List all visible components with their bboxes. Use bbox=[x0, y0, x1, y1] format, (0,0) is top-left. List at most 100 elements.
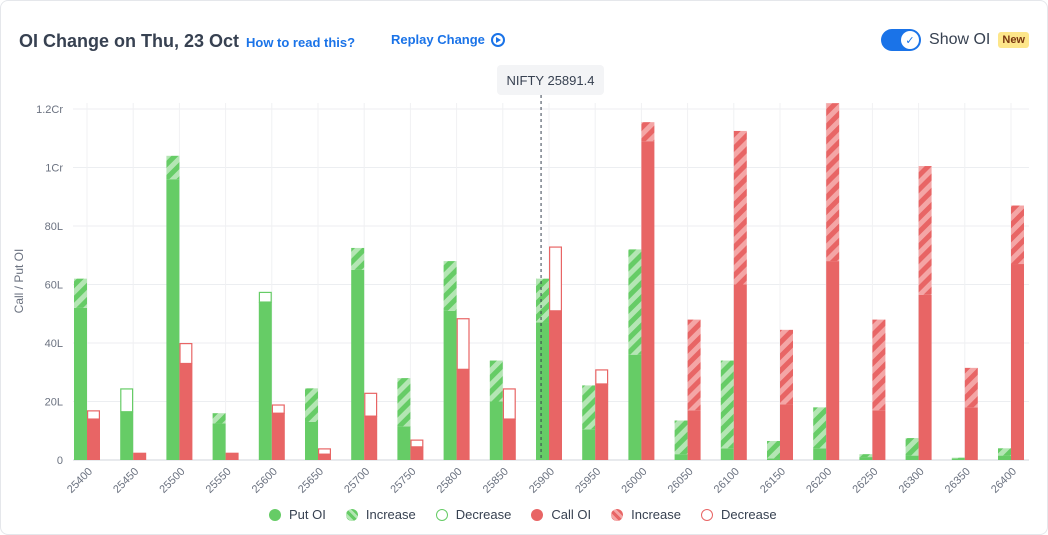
put-oi-bar bbox=[258, 302, 272, 460]
put-oi-bar bbox=[351, 269, 365, 460]
spot-price-label: NIFTY 25891.4 bbox=[497, 65, 604, 95]
legend-label: Decrease bbox=[455, 507, 512, 522]
put-oi-bar bbox=[212, 423, 226, 460]
x-tick-label: 25800 bbox=[435, 466, 465, 496]
put-oi-bar bbox=[397, 426, 411, 460]
legend-put-decrease[interactable]: Decrease bbox=[435, 507, 512, 522]
legend-call-increase-swatch bbox=[611, 508, 624, 521]
call-oi-bar bbox=[225, 452, 239, 460]
call-oi-bar bbox=[271, 413, 285, 460]
x-tick-label: 25400 bbox=[65, 466, 95, 496]
call-decrease-bar bbox=[271, 404, 285, 414]
play-circle-icon bbox=[490, 32, 505, 47]
legend-call-increase[interactable]: Increase bbox=[611, 507, 681, 522]
y-tick-label: 60L bbox=[45, 280, 63, 292]
call-oi-bar bbox=[872, 410, 886, 460]
put-oi-bar bbox=[489, 401, 503, 460]
put-increase-bar bbox=[443, 261, 457, 311]
put-oi-bar bbox=[166, 179, 180, 460]
call-oi-bar bbox=[549, 310, 562, 460]
x-tick-label: 26300 bbox=[897, 466, 927, 496]
put-increase-bar bbox=[813, 407, 827, 449]
legend-call-decrease[interactable]: Decrease bbox=[700, 507, 777, 522]
legend-put-increase[interactable]: Increase bbox=[345, 507, 416, 522]
call-oi-bar bbox=[1011, 264, 1024, 460]
put-oi-bar bbox=[582, 429, 596, 460]
x-tick-label: 25550 bbox=[204, 466, 234, 496]
page-title: OI Change on Thu, 23 Oct bbox=[19, 31, 240, 51]
put-oi-bar bbox=[674, 454, 688, 460]
call-oi-bar bbox=[687, 410, 701, 460]
put-increase-bar bbox=[998, 448, 1011, 456]
put-increase-bar bbox=[582, 385, 596, 430]
call-decrease-bar bbox=[502, 388, 516, 420]
put-increase-bar bbox=[905, 438, 919, 456]
x-tick-label: 25500 bbox=[157, 466, 187, 496]
call-increase-bar bbox=[687, 319, 701, 411]
x-tick-label: 25750 bbox=[388, 466, 418, 496]
x-tick-label: 26200 bbox=[804, 466, 834, 496]
call-oi-bar bbox=[826, 261, 840, 460]
new-badge: New bbox=[998, 32, 1029, 48]
y-tick-label: 0 bbox=[57, 455, 63, 467]
how-to-read-link[interactable]: How to read this? bbox=[246, 35, 356, 50]
check-icon: ✓ bbox=[901, 31, 920, 49]
replay-change-button[interactable]: Replay Change bbox=[391, 32, 505, 47]
call-decrease-bar bbox=[410, 439, 424, 448]
put-oi-bar bbox=[951, 458, 965, 460]
put-increase-bar bbox=[351, 247, 365, 270]
legend-put-increase-swatch bbox=[345, 508, 358, 521]
x-tick-label: 26250 bbox=[850, 466, 880, 496]
call-decrease-bar bbox=[179, 343, 193, 365]
put-oi-bar bbox=[859, 457, 873, 460]
legend-put-oi[interactable]: Put OI bbox=[269, 507, 326, 522]
call-oi-bar bbox=[733, 284, 747, 460]
x-tick-label: 25650 bbox=[296, 466, 326, 496]
x-tick-label: 25950 bbox=[573, 466, 603, 496]
call-oi-bar bbox=[780, 404, 793, 460]
put-increase-bar bbox=[166, 155, 180, 180]
call-decrease-bar bbox=[456, 318, 470, 370]
call-oi-bar bbox=[410, 446, 424, 460]
legend-label: Decrease bbox=[720, 507, 777, 522]
call-oi-bar bbox=[364, 416, 378, 460]
legend-call-oi[interactable]: Call OI bbox=[531, 507, 591, 522]
call-increase-bar bbox=[641, 122, 655, 142]
put-decrease-bar bbox=[120, 388, 134, 413]
x-tick-label: 25900 bbox=[527, 466, 557, 496]
call-oi-bar bbox=[918, 294, 932, 460]
legend-put-decrease-swatch bbox=[435, 508, 448, 521]
chart-legend: Put OI Increase Decrease Call OI Increas… bbox=[269, 507, 797, 522]
put-increase-bar bbox=[674, 420, 688, 455]
call-increase-bar bbox=[918, 166, 932, 295]
call-oi-bar bbox=[456, 369, 470, 460]
put-oi-bar bbox=[998, 455, 1011, 460]
x-tick-label: 26400 bbox=[989, 466, 1019, 496]
call-increase-bar bbox=[780, 329, 793, 405]
y-tick-label: 1Cr bbox=[45, 163, 63, 175]
call-decrease-bar bbox=[364, 392, 378, 417]
put-oi-bar bbox=[767, 458, 780, 460]
put-oi-bar bbox=[74, 307, 87, 460]
call-decrease-bar bbox=[595, 369, 609, 385]
y-tick-label: 20L bbox=[45, 397, 63, 409]
oi-bar-chart: Call / Put OI 0 20L 40L 60L 80L 1Cr 1.2Cr 25400… bbox=[12, 95, 1029, 496]
x-tick-label: 25700 bbox=[342, 466, 372, 496]
card-header: OI Change on Thu, 23 Oct How to read thi… bbox=[19, 29, 1029, 57]
show-oi-toggle[interactable]: ✓ bbox=[881, 29, 922, 51]
x-tick-label: 26000 bbox=[619, 466, 649, 496]
call-increase-bar bbox=[964, 367, 978, 408]
replay-label: Replay Change bbox=[391, 32, 485, 47]
x-tick-label: 25600 bbox=[250, 466, 280, 496]
put-increase-bar bbox=[720, 360, 734, 449]
call-decrease-bar bbox=[86, 410, 100, 420]
call-oi-bar bbox=[641, 141, 655, 461]
call-oi-bar bbox=[502, 419, 516, 460]
put-oi-bar bbox=[305, 421, 318, 460]
put-increase-bar bbox=[951, 457, 965, 459]
put-oi-bar bbox=[813, 448, 827, 460]
x-tick-label: 26150 bbox=[758, 466, 788, 496]
put-oi-bar bbox=[443, 310, 457, 460]
legend-label: Put OI bbox=[289, 507, 326, 522]
